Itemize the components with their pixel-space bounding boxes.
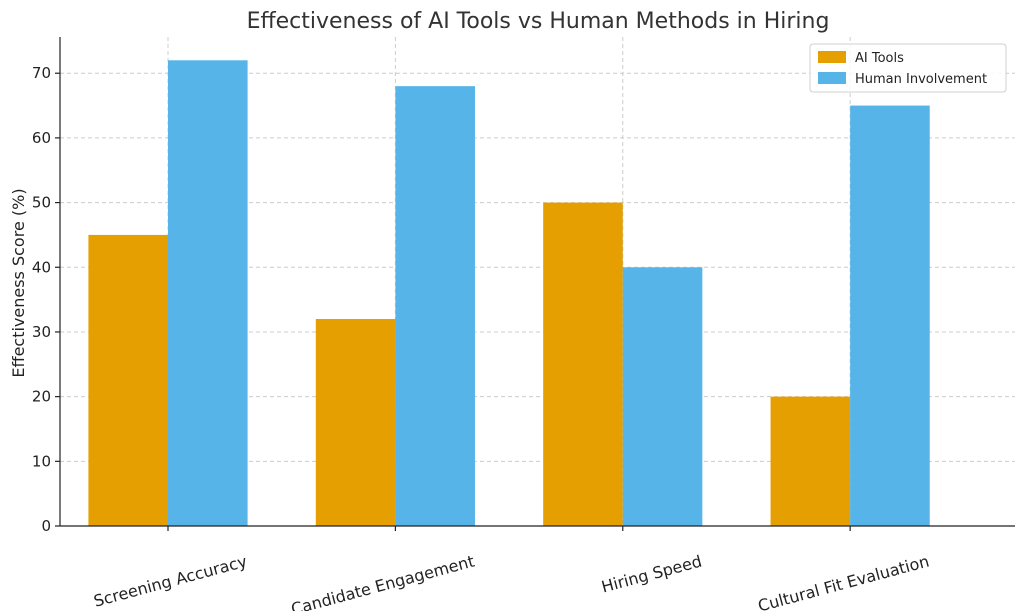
- y-tick-label: 40: [32, 258, 51, 276]
- x-tick-label: Cultural Fit Evaluation: [756, 552, 931, 611]
- bar-human-involvement: [850, 105, 930, 527]
- bar-ai-tools: [88, 234, 169, 526]
- bars: [88, 60, 930, 527]
- chart-title: Effectiveness of AI Tools vs Human Metho…: [247, 9, 830, 34]
- legend-box: [809, 43, 1007, 93]
- x-tick-label: Screening Accuracy: [92, 552, 249, 611]
- y-tick-label: 10: [32, 452, 51, 470]
- x-tick-labels: Screening Accuracy Candidate Engagement Hi…: [92, 526, 931, 611]
- legend-label: Human Involvement: [855, 72, 987, 87]
- bar-human-involvement: [168, 60, 248, 527]
- x-tick-label: Candidate Engagement: [289, 552, 476, 611]
- legend: AI Tools Human Involvement: [809, 43, 1007, 93]
- legend-label: AI Tools: [855, 51, 904, 66]
- legend-swatch: [818, 72, 846, 84]
- bar-ai-tools: [543, 202, 623, 527]
- bar-human-involvement: [395, 86, 475, 527]
- y-axis-label: Effectiveness Score (%): [9, 188, 28, 377]
- bar-human-involvement: [622, 267, 703, 526]
- y-tick-labels: 0 10 20 30 40 50 60 70: [32, 64, 60, 535]
- y-tick-label: 50: [32, 194, 51, 212]
- y-tick-label: 0: [41, 517, 51, 535]
- bar-ai-tools: [315, 319, 396, 526]
- legend-swatch: [818, 51, 846, 63]
- y-tick-label: 20: [32, 388, 51, 406]
- y-tick-label: 30: [32, 323, 51, 341]
- bar-ai-tools: [770, 396, 851, 526]
- y-tick-label: 60: [32, 129, 51, 147]
- x-tick-label: Hiring Speed: [599, 552, 703, 597]
- axes: [59, 37, 1015, 527]
- y-tick-label: 70: [32, 64, 51, 82]
